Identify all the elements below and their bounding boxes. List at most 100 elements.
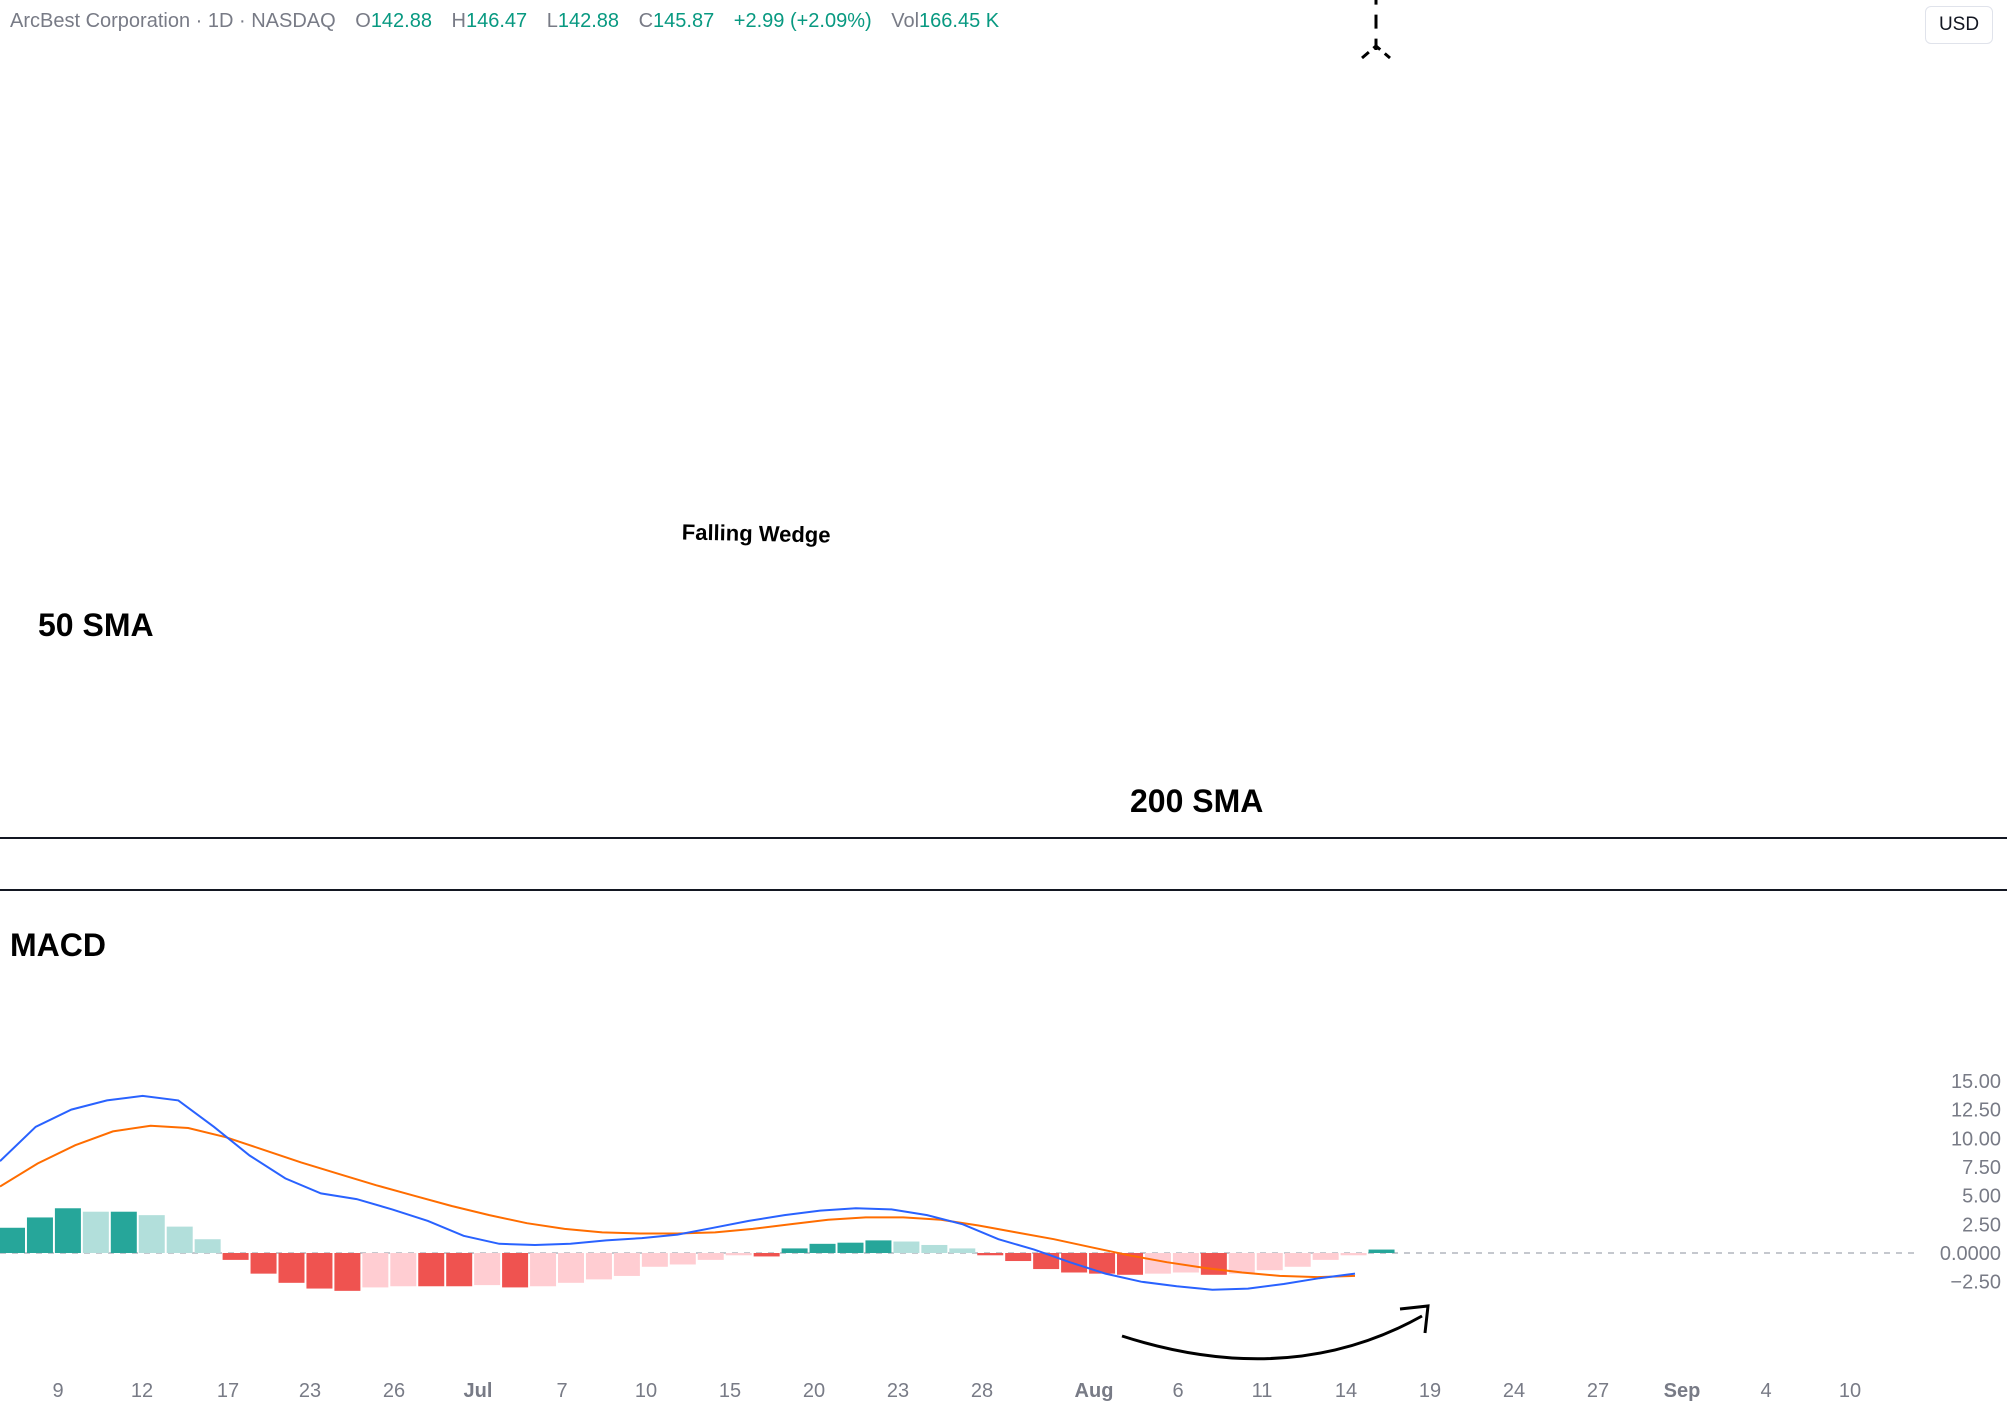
macd-histogram-bar: [1340, 1253, 1367, 1256]
macd-histogram-bar: [166, 1226, 193, 1253]
macd-y-tick-label: −2.50: [1950, 1272, 2001, 1294]
breakout-arrow-head: [1361, 44, 1391, 60]
change-value: +2.99 (+2.09%): [733, 10, 872, 32]
macd-y-tick-label: 7.50: [1962, 1157, 2001, 1179]
macd-histogram-bar: [390, 1253, 417, 1287]
macd-histogram-bar: [1144, 1253, 1171, 1274]
x-tick-label: 10: [635, 1380, 657, 1402]
macd-histogram-bar: [949, 1248, 976, 1253]
volume-value: 166.45 K: [919, 10, 1000, 32]
macd-y-tick-label: 2.50: [1962, 1214, 2001, 1236]
macd-histogram-bar: [54, 1208, 81, 1253]
macd-histogram-bar: [306, 1253, 333, 1289]
macd-y-tick-label: 12.50: [1951, 1100, 2001, 1122]
open-value: 142.88: [370, 10, 432, 32]
macd-histogram-bar: [1256, 1253, 1283, 1271]
macd-histogram-bar: [585, 1253, 612, 1280]
macd-histogram-bar: [781, 1248, 808, 1253]
macd-histogram-bar: [977, 1253, 1004, 1256]
macd-histogram-bar: [334, 1253, 361, 1291]
macd-y-tick-label: 15.00: [1951, 1071, 2001, 1093]
macd-y-tick-label: 5.00: [1962, 1186, 2001, 1208]
sma200-label: 200 SMA: [1130, 783, 1263, 819]
x-tick-label: 20: [803, 1380, 825, 1402]
macd-histogram-bar: [418, 1253, 445, 1287]
x-tick-label: 9: [52, 1380, 63, 1402]
macd-histogram-bar: [1005, 1253, 1032, 1262]
macd-histogram-bar: [1200, 1253, 1227, 1275]
x-tick-label: 11: [1252, 1380, 1273, 1402]
x-tick-label: 7: [556, 1380, 567, 1402]
x-tick-label: 12: [131, 1380, 153, 1402]
macd-line: [0, 1094, 1356, 1291]
macd-histogram-bar: [138, 1215, 165, 1253]
symbol-header: ArcBest Corporation · 1D · NASDAQ O142.8…: [10, 10, 1000, 32]
macd-histogram-bar: [558, 1253, 584, 1283]
x-tick-label: 27: [1587, 1380, 1609, 1402]
high-label: H: [451, 10, 466, 32]
falling-wedge-label: Falling Wedge: [682, 519, 831, 547]
x-tick-label: 24: [1503, 1380, 1525, 1402]
close-label: C: [638, 10, 654, 32]
macd-histogram-bar: [530, 1253, 557, 1287]
bullish-curve-arrow: [1121, 1314, 1423, 1361]
macd-histogram-bar: [110, 1211, 137, 1253]
macd-histogram-bar: [641, 1253, 668, 1267]
currency-button[interactable]: USD: [1925, 6, 1993, 44]
macd-histogram-bar: [250, 1253, 277, 1274]
x-tick-label: Jul: [464, 1380, 493, 1402]
macd-histogram-bar: [194, 1239, 221, 1253]
macd-histogram-bar: [1284, 1253, 1311, 1267]
x-tick-label: 23: [887, 1380, 909, 1402]
timeframe: 1D: [207, 10, 234, 32]
sma50-label: 50 SMA: [38, 607, 154, 643]
x-tick-label: 14: [1335, 1380, 1357, 1402]
macd-histogram-bar: [725, 1253, 752, 1256]
macd-histogram-bar: [809, 1243, 836, 1253]
macd-histogram-bar: [1172, 1253, 1199, 1273]
macd-histogram-bar: [921, 1244, 948, 1253]
macd-histogram-bar: [82, 1211, 109, 1253]
macd-histogram-bar: [278, 1253, 305, 1283]
macd-histogram-bar: [1089, 1253, 1116, 1274]
high-value: 146.47: [466, 10, 528, 32]
macd-histogram-bar: [474, 1253, 501, 1286]
macd-histogram-bar: [1368, 1249, 1395, 1253]
x-tick-label: 19: [1419, 1380, 1441, 1402]
low-label: L: [546, 10, 558, 32]
macd-histogram-bar: [0, 1227, 25, 1253]
macd-histogram-bar: [669, 1253, 696, 1265]
macd-histogram-bar: [865, 1240, 892, 1253]
close-value: 145.87: [653, 10, 715, 32]
volume-label: Vol: [891, 10, 920, 32]
x-tick-label: 28: [971, 1380, 993, 1402]
macd-histogram-bar: [502, 1253, 529, 1288]
macd-histogram-bar: [837, 1242, 864, 1253]
macd-histogram-bar: [1117, 1253, 1143, 1275]
x-tick-label: 6: [1172, 1380, 1183, 1402]
macd-histogram-bar: [26, 1217, 53, 1253]
macd-histogram-bar: [1312, 1253, 1339, 1260]
open-label: O: [355, 10, 371, 32]
x-tick-label: 4: [1760, 1380, 1771, 1402]
x-tick-label: 15: [719, 1380, 741, 1402]
macd-histogram-bar: [446, 1253, 473, 1287]
macd-histogram-bar: [1228, 1253, 1255, 1274]
x-tick-label: 17: [217, 1380, 239, 1402]
macd-histogram-bar: [753, 1253, 780, 1257]
macd-label: MACD: [10, 927, 106, 963]
x-tick-label: 23: [299, 1380, 321, 1402]
x-tick-label: 10: [1839, 1380, 1861, 1402]
x-tick-label: 26: [383, 1380, 405, 1402]
macd-y-tick-label: 10.00: [1951, 1128, 2001, 1150]
low-value: 142.88: [557, 10, 620, 32]
macd-histogram-bar: [893, 1241, 920, 1253]
x-tick-label: Aug: [1075, 1380, 1114, 1402]
macd-histogram-bar: [1033, 1253, 1060, 1270]
macd-y-tick-label: 0.0000: [1940, 1243, 2001, 1265]
macd-histogram-bar: [222, 1253, 249, 1260]
macd-histogram-bar: [697, 1253, 724, 1260]
bullish-curve-arrowhead: [1399, 1304, 1430, 1334]
x-tick-label: Sep: [1664, 1380, 1701, 1402]
